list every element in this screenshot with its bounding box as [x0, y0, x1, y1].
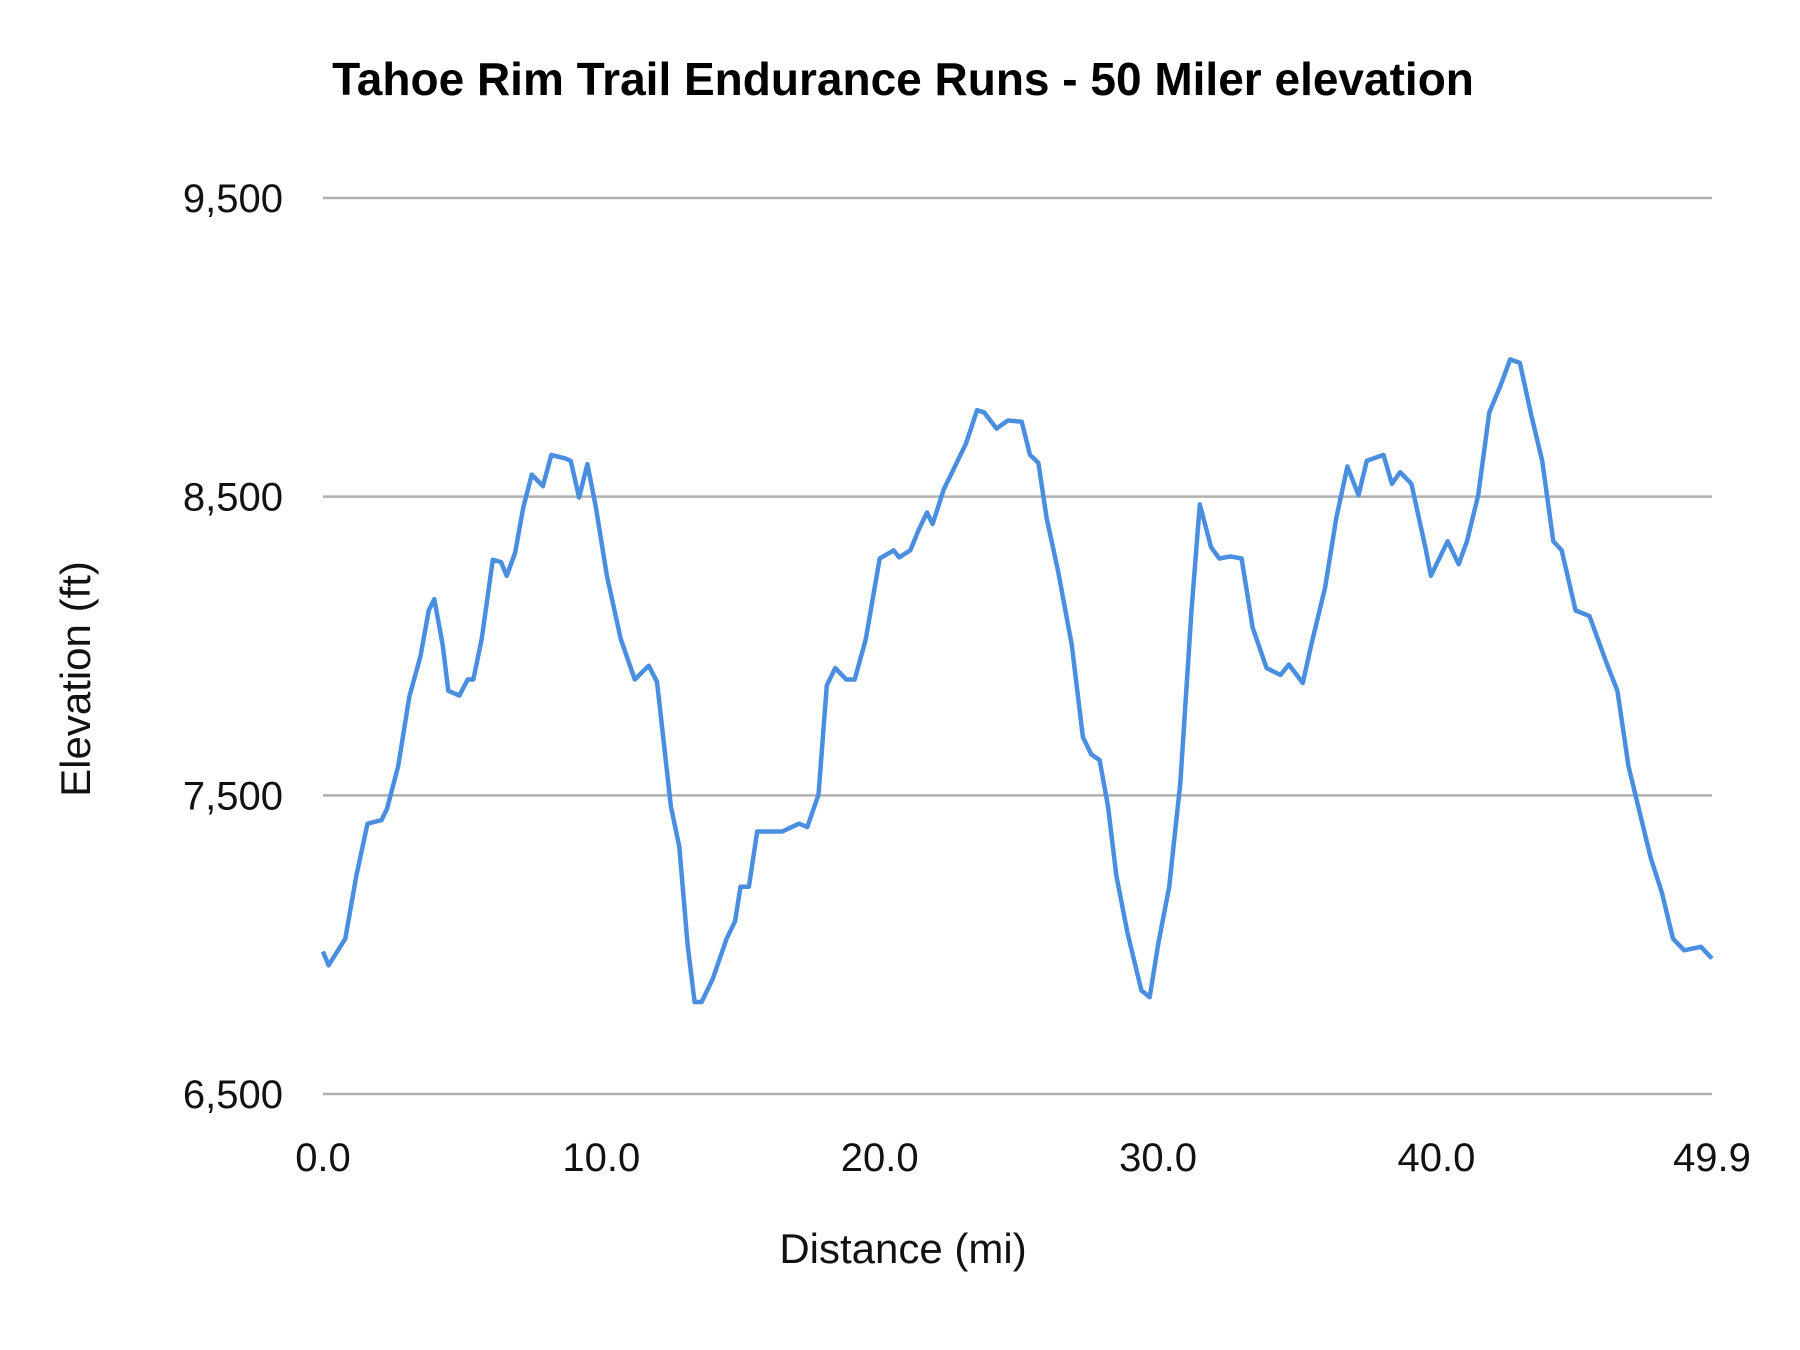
- gridlines: [323, 196, 1712, 1096]
- x-tick-label: 30.0: [1119, 1136, 1197, 1180]
- x-tick-label: 0.0: [295, 1136, 351, 1180]
- x-tick-label: 40.0: [1397, 1136, 1475, 1180]
- y-tick-label: 8,500: [183, 476, 283, 520]
- x-axis-label: Distance (mi): [779, 1225, 1026, 1272]
- y-axis-label: Elevation (ft): [52, 561, 99, 797]
- y-axis-ticks: 9,500 8,500 7,500 6,500: [183, 177, 283, 1117]
- chart-title: Tahoe Rim Trail Endurance Runs - 50 Mile…: [332, 53, 1474, 105]
- y-tick-label: 9,500: [183, 177, 283, 221]
- elevation-line: [320, 357, 1714, 1005]
- y-tick-label: 6,500: [183, 1073, 283, 1117]
- x-tick-label: 10.0: [562, 1136, 640, 1180]
- x-axis-ticks: 0.0 10.0 20.0 30.0 40.0 49.9: [295, 1136, 1751, 1180]
- x-tick-label: 49.9: [1673, 1136, 1751, 1180]
- x-tick-label: 20.0: [841, 1136, 919, 1180]
- y-tick-label: 7,500: [183, 774, 283, 818]
